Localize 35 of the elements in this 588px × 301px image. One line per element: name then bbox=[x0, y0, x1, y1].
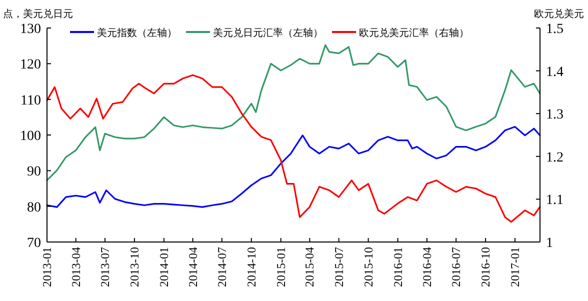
x-tick-label: 2013-01 bbox=[40, 247, 54, 287]
y-tick-label: 110 bbox=[20, 93, 41, 108]
x-tick-label: 2014-01 bbox=[156, 247, 171, 287]
x-tick-label: 2014-10 bbox=[244, 247, 258, 287]
x-tick-label: 2014-04 bbox=[186, 247, 200, 287]
y2-tick-label: 1.2 bbox=[546, 150, 564, 166]
x-tick-label: 2016-07 bbox=[449, 247, 464, 287]
y2-axis-title: 欧元兑美元 bbox=[534, 8, 584, 20]
y2-tick-label: 1.1 bbox=[546, 193, 564, 208]
x-tick-label: 2016-01 bbox=[390, 247, 405, 287]
legend-label: 美元指数（左轴） bbox=[97, 27, 177, 39]
y-axis-title: 点，美元兑日元 bbox=[3, 8, 73, 20]
legend-label: 美元兑日元汇率（左轴） bbox=[213, 27, 323, 39]
y-tick-label: 130 bbox=[20, 22, 41, 37]
x-tick-label: 2017-01 bbox=[508, 247, 522, 287]
x-tick-label: 2015-07 bbox=[332, 247, 346, 287]
legend-label: 欧元兑美元汇率（右轴） bbox=[359, 27, 469, 39]
x-tick-label: 2015-04 bbox=[302, 247, 317, 287]
x-tick-label: 2014-07 bbox=[214, 247, 229, 287]
y-tick-label: 70 bbox=[27, 236, 41, 251]
y-tick-label: 90 bbox=[27, 164, 41, 180]
x-tick-label: 2013-10 bbox=[127, 247, 142, 287]
x-tick-label: 2015-10 bbox=[361, 247, 376, 287]
y2-tick-label: 1.4 bbox=[546, 64, 564, 80]
y2-tick-label: 1 bbox=[546, 236, 553, 251]
x-tick-label: 2013-04 bbox=[68, 247, 83, 287]
y-tick-label: 80 bbox=[27, 200, 41, 216]
y2-tick-label: 1.5 bbox=[546, 22, 564, 37]
x-tick-label: 2013-07 bbox=[98, 247, 112, 287]
x-tick-label: 2016-10 bbox=[478, 247, 493, 287]
y2-tick-label: 1.3 bbox=[546, 108, 564, 123]
y-tick-label: 100 bbox=[20, 129, 41, 144]
y-tick-label: 120 bbox=[20, 58, 41, 73]
x-tick-label: 2015-01 bbox=[274, 247, 288, 287]
x-tick-label: 2016-04 bbox=[420, 247, 434, 287]
